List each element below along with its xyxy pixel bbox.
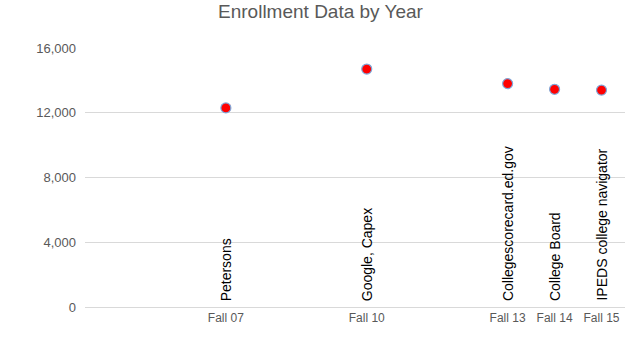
svg-text:College Board: College Board [547,212,563,301]
svg-text:Petersons: Petersons [218,238,234,301]
svg-text:4,000: 4,000 [43,235,76,250]
svg-text:Fall 10: Fall 10 [349,311,385,325]
svg-text:12,000: 12,000 [36,105,76,120]
svg-text:0: 0 [69,300,76,315]
svg-text:Fall 07: Fall 07 [208,311,244,325]
svg-text:Google, Capex: Google, Capex [359,208,375,301]
svg-text:8,000: 8,000 [43,170,76,185]
svg-text:Fall 14: Fall 14 [537,311,573,325]
svg-text:Collegescorecard.ed.gov: Collegescorecard.ed.gov [500,146,516,301]
svg-text:IPEDS college navigator: IPEDS college navigator [594,148,610,300]
svg-text:16,000: 16,000 [36,41,76,56]
svg-text:Fall 13: Fall 13 [490,311,526,325]
svg-text:Fall 15: Fall 15 [584,311,620,325]
svg-text:Enrollment Data by Year: Enrollment Data by Year [218,1,424,22]
